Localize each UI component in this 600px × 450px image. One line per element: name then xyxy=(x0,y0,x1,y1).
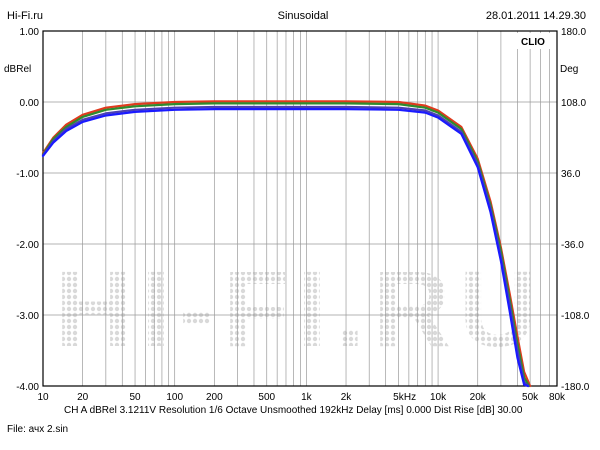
x-tick-label: 80k xyxy=(549,392,566,400)
y-tick-label: 1.00 xyxy=(20,27,40,38)
x-tick-label: 100 xyxy=(166,392,183,400)
plot-series xyxy=(41,100,532,388)
y2-tick-label: 180.0 xyxy=(561,27,586,38)
watermark-text: HI-FI.RU xyxy=(55,248,545,369)
clio-logo-box xyxy=(512,33,554,49)
y2-tick-label: -180.0 xyxy=(561,382,590,393)
frequency-response-chart: HI-FI.RU 10 20 50 100 200 500 1k 2k 5k 10k 20k 50k 8… xyxy=(4,27,590,400)
watermark: HI-FI.RU xyxy=(55,248,545,369)
x-tick-label: 1k xyxy=(301,392,313,400)
x-tick-label: 200 xyxy=(206,392,223,400)
y2-tick-label: -36.0 xyxy=(561,240,584,251)
x-tick-label: 10 xyxy=(37,392,49,400)
clio-logo: CLIO xyxy=(521,37,545,48)
x-tick-label: 500 xyxy=(258,392,275,400)
y-tick-label: -2.00 xyxy=(16,240,39,251)
x-tick-label: 5k xyxy=(393,392,405,400)
y-tick-label: -3.00 xyxy=(16,311,39,322)
plot-grid xyxy=(43,31,557,386)
axis-labels: 10 20 50 100 200 500 1k 2k 5k 10k 20k 50k 80k 1.00 0.0… xyxy=(16,27,590,400)
series-line xyxy=(41,107,529,388)
x-tick-label: 50k xyxy=(522,392,539,400)
y-tick-label: 0.00 xyxy=(20,98,40,109)
x-tick-label: 2k xyxy=(341,392,353,400)
y-tick-label: -4.00 xyxy=(16,382,39,393)
x-tick-label: 20k xyxy=(470,392,487,400)
y-axis-title: dBRel xyxy=(4,64,31,75)
y2-axis-title: Deg xyxy=(560,64,578,75)
x-tick-label: 50 xyxy=(129,392,141,400)
y2-tick-label: -108.0 xyxy=(561,311,590,322)
x-tick-label: 20 xyxy=(77,392,89,400)
chart-title: Sinusoidal xyxy=(277,10,329,22)
measurement-info: CH A dBRel 3.1211V Resolution 1/6 Octave… xyxy=(64,405,523,416)
header-left: Hi-Fi.ru xyxy=(7,10,44,22)
y-tick-label: -1.00 xyxy=(16,169,39,180)
y2-tick-label: 108.0 xyxy=(561,98,586,109)
x-tick-label: 10k xyxy=(430,392,447,400)
x-axis-unit: Hz xyxy=(404,392,416,400)
header-timestamp: 28.01.2011 14.29.30 xyxy=(485,10,586,22)
file-name: File: ачх 2.sin xyxy=(7,424,69,435)
plot-frame xyxy=(42,30,558,387)
y2-tick-label: 36.0 xyxy=(561,169,581,180)
